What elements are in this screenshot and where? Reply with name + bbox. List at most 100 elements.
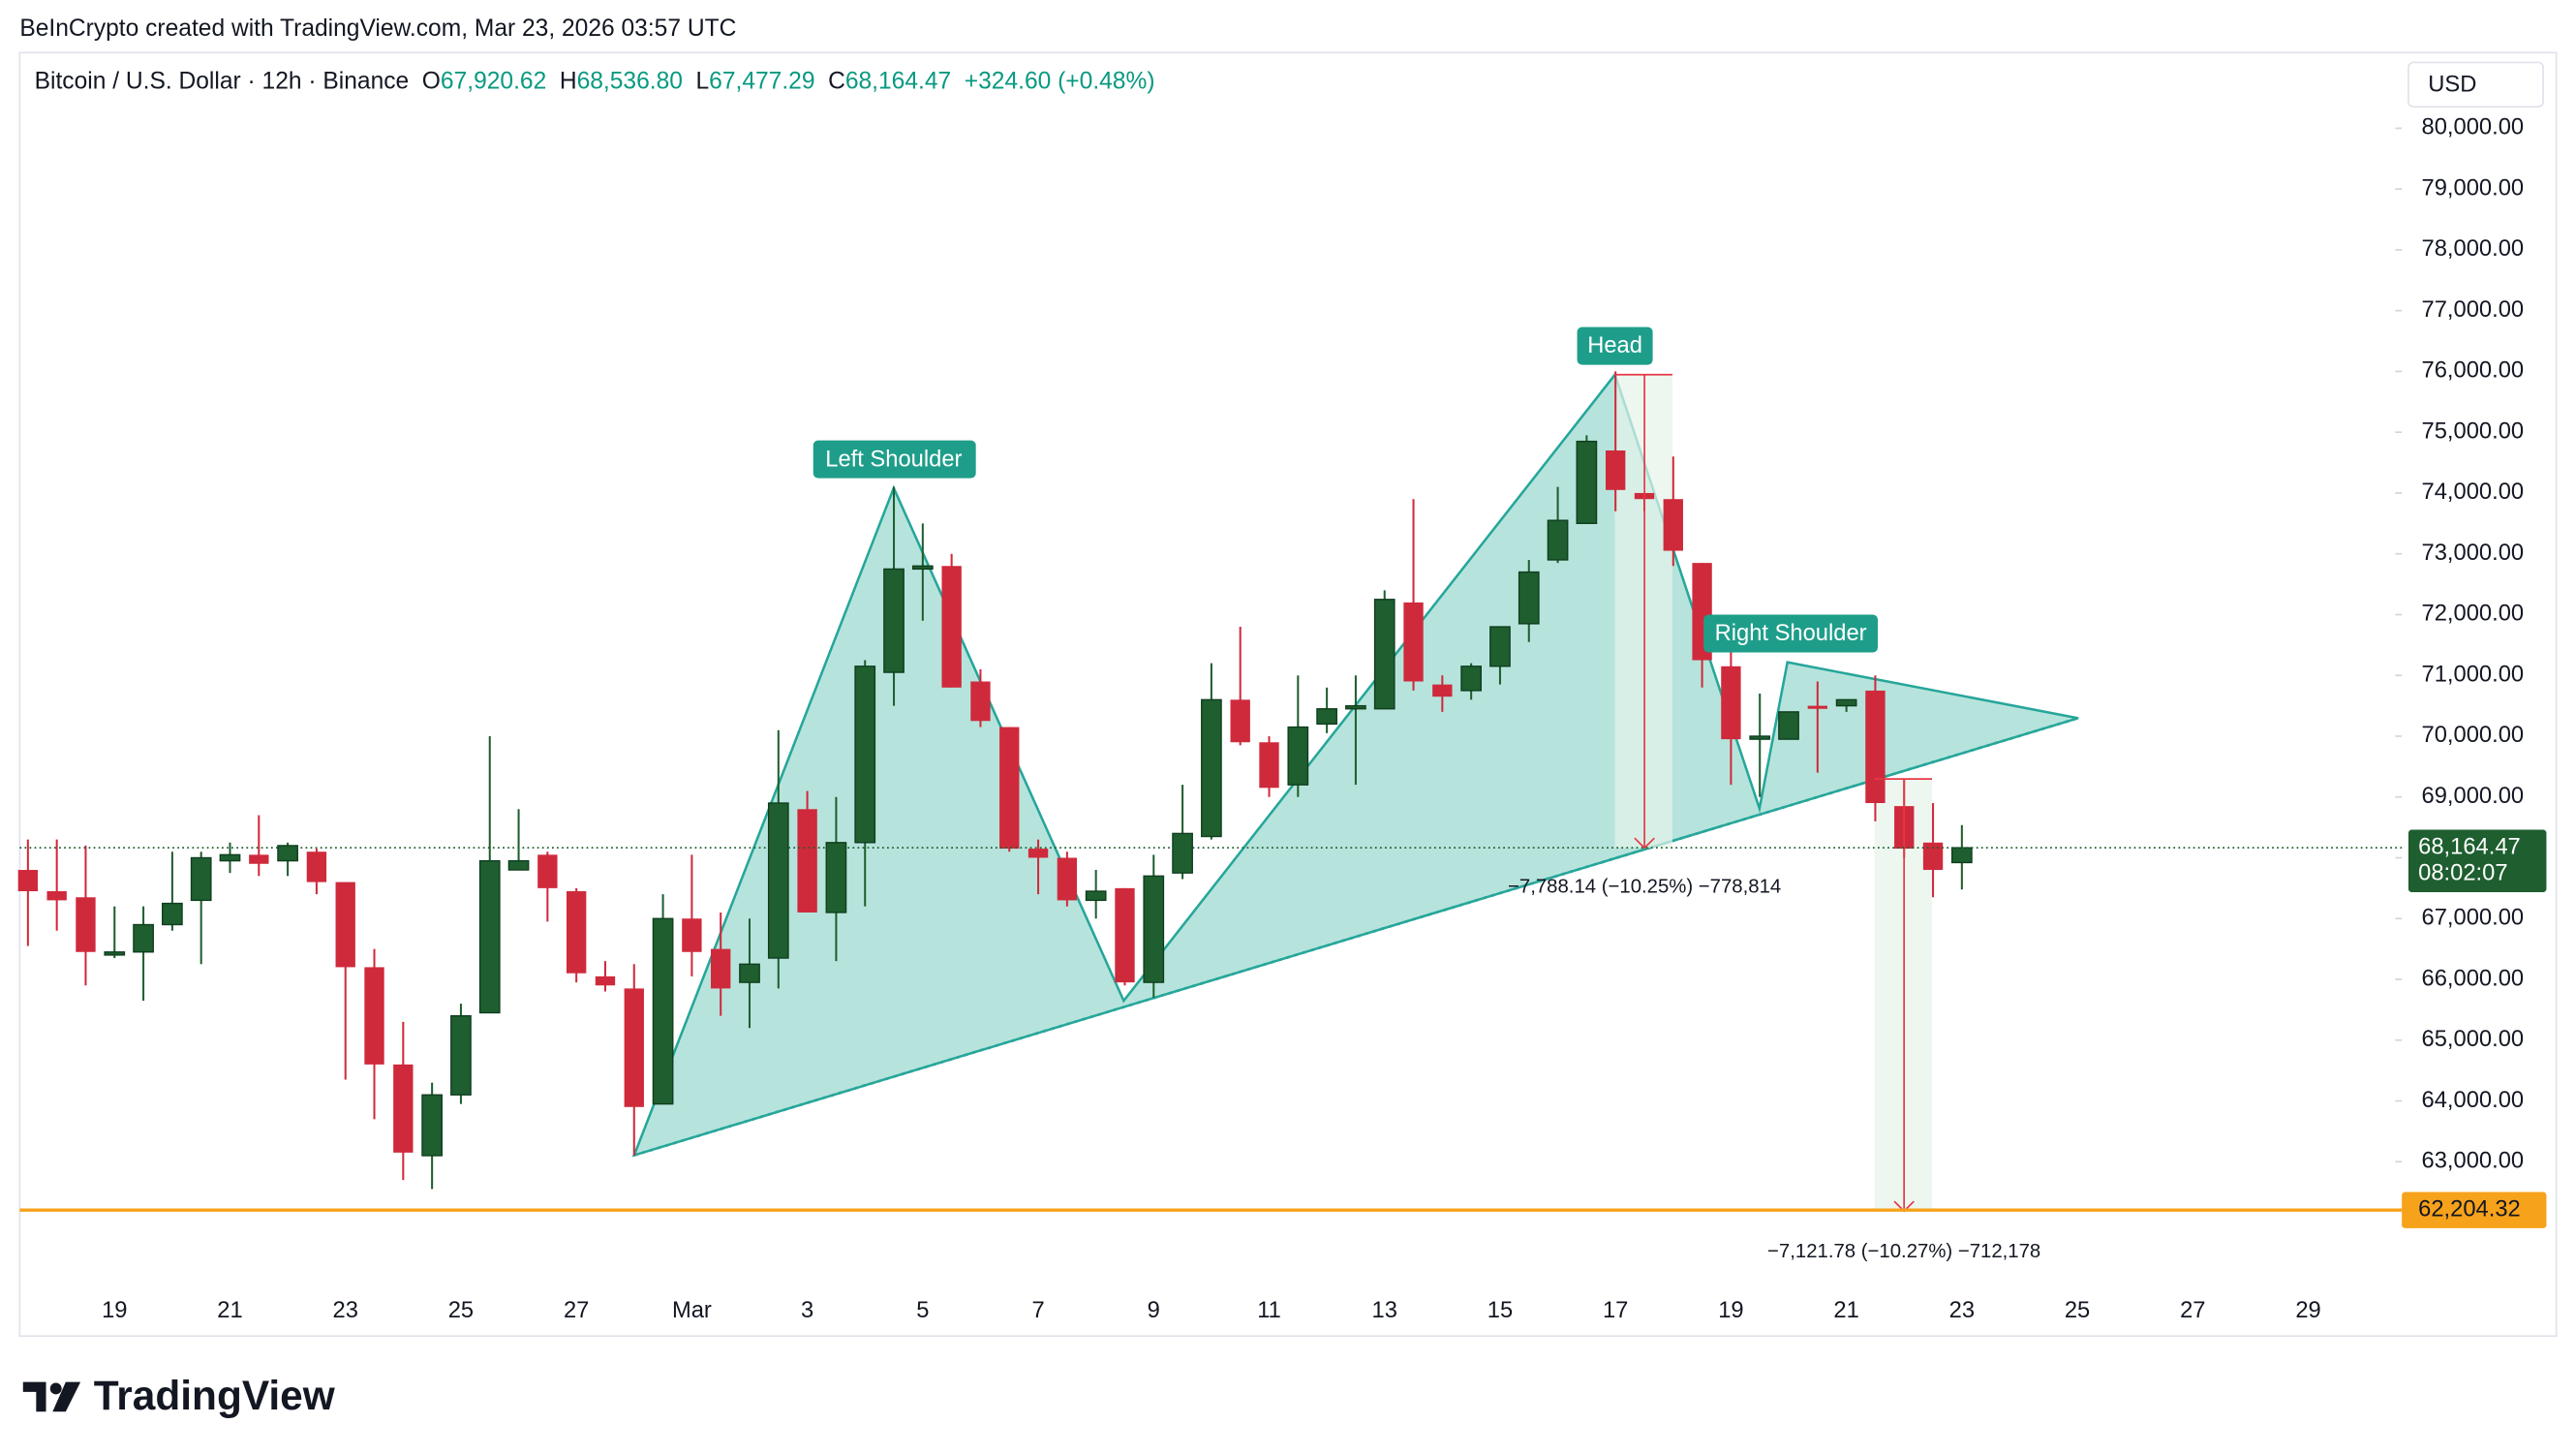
candle-body	[133, 923, 154, 953]
candle-body	[46, 890, 67, 901]
y-tick-label: 69,000.00	[2422, 784, 2525, 809]
countdown: 08:02:07	[2418, 861, 2507, 886]
candle-body	[104, 951, 126, 956]
candle-body	[1027, 849, 1049, 858]
y-tick-label: 80,000.00	[2422, 115, 2525, 140]
candle-body	[1143, 875, 1165, 983]
x-tick-label: 17	[1603, 1298, 1628, 1323]
x-tick-label: 25	[448, 1298, 474, 1323]
candle-body	[1085, 890, 1107, 902]
candle-body	[306, 851, 327, 882]
x-tick-label: 19	[102, 1298, 127, 1323]
currency-box[interactable]	[2407, 61, 2544, 108]
candle-body	[883, 568, 905, 673]
candle-body	[595, 975, 616, 986]
candle-body	[1460, 666, 1483, 692]
candle-body	[421, 1094, 443, 1157]
y-tick-label: 72,000.00	[2422, 602, 2525, 627]
candle-body	[1316, 708, 1337, 726]
candle-body	[1950, 847, 1973, 864]
candle-body	[1432, 684, 1453, 697]
legend-value: 67,477.29	[709, 68, 814, 94]
x-tick-label: 29	[2295, 1298, 2320, 1323]
candle-body	[335, 882, 355, 968]
legend-key: L	[696, 68, 710, 94]
x-tick-label: 7	[1031, 1298, 1044, 1323]
candle-body	[1057, 857, 1078, 901]
current-price-label: 68,164.47	[2418, 834, 2521, 859]
logo-part	[49, 1382, 62, 1395]
candle-body	[219, 853, 241, 862]
candle-body	[76, 897, 96, 952]
measure-lines	[1614, 373, 1932, 1213]
x-tick-label: Mar	[672, 1298, 712, 1323]
candle-body	[1606, 450, 1626, 490]
candle-body	[450, 1014, 472, 1096]
candle-body	[941, 566, 962, 688]
candle-body	[797, 809, 817, 913]
pattern-label: Right Shoulder	[1715, 621, 1867, 646]
symbol: Bitcoin / U.S. Dollar · 12h · Binance	[35, 68, 410, 94]
chart-frame	[18, 51, 2558, 1338]
candle-body	[393, 1064, 414, 1153]
candle-body	[478, 859, 501, 1014]
y-tick-label: 66,000.00	[2422, 966, 2525, 991]
candle-body	[537, 854, 558, 888]
candle-body	[566, 890, 587, 974]
legend-value: 67,920.62	[441, 68, 546, 94]
candle-body	[1835, 698, 1857, 707]
candle-body	[277, 845, 298, 862]
x-tick-label: 15	[1487, 1298, 1513, 1323]
candle-body	[1489, 626, 1511, 667]
current-price-box	[2407, 829, 2547, 892]
candle-body	[162, 902, 183, 926]
candle-body	[190, 856, 212, 902]
support-box	[2402, 1192, 2547, 1228]
chart-title: BeInCrypto created with TradingView.com,…	[19, 15, 736, 42]
y-tick-label: 70,000.00	[2422, 723, 2525, 748]
candle-body	[1403, 602, 1424, 682]
candle-body	[364, 967, 384, 1065]
x-tick-label: 11	[1257, 1298, 1281, 1323]
candle-body	[1663, 499, 1683, 551]
x-tick-label: 9	[1148, 1298, 1160, 1323]
x-tick-label: 21	[217, 1298, 242, 1323]
legend-key: O	[422, 68, 441, 94]
legend-value: 68,164.47	[845, 68, 951, 94]
measure-label: −7,788.14 (−10.25%) −778,814	[1508, 876, 1781, 897]
y-tick-label: 74,000.00	[2422, 480, 2525, 505]
legend-key: H	[560, 68, 577, 94]
logo-part	[52, 1381, 81, 1412]
legend-value: 68,536.80	[577, 68, 683, 94]
label-box	[1577, 326, 1653, 365]
support-label: 62,204.32	[2418, 1196, 2521, 1222]
y-tick-label: 75,000.00	[2422, 418, 2525, 444]
legend-change: +324.60 (+0.48%)	[965, 68, 1155, 94]
y-tick-label: 64,000.00	[2422, 1088, 2525, 1113]
candle-body	[17, 870, 39, 891]
candle-body	[1721, 666, 1741, 740]
currency[interactable]: USD	[2428, 72, 2476, 97]
candle-body	[507, 859, 530, 871]
candle-body	[1576, 440, 1598, 525]
candle-body	[652, 917, 674, 1105]
candle-body	[1778, 711, 1799, 740]
measure-label: −7,121.78 (−10.27%) −712,178	[1767, 1241, 2040, 1262]
logo-part	[22, 1381, 46, 1412]
candle-body	[1518, 571, 1540, 625]
candle-body	[1115, 887, 1135, 983]
y-tick-label: 78,000.00	[2422, 236, 2525, 262]
candle-body	[1259, 742, 1279, 789]
candle-body	[767, 802, 789, 959]
candle-body	[624, 988, 644, 1107]
pattern-label: Head	[1587, 333, 1642, 358]
candle-body	[854, 666, 876, 844]
y-tick-label: 76,000.00	[2422, 358, 2525, 384]
x-tick-label: 19	[1718, 1298, 1743, 1323]
y-tick-label: 65,000.00	[2422, 1027, 2525, 1052]
x-tick-label: 13	[1372, 1298, 1397, 1323]
measure-arrow	[1634, 837, 1655, 850]
